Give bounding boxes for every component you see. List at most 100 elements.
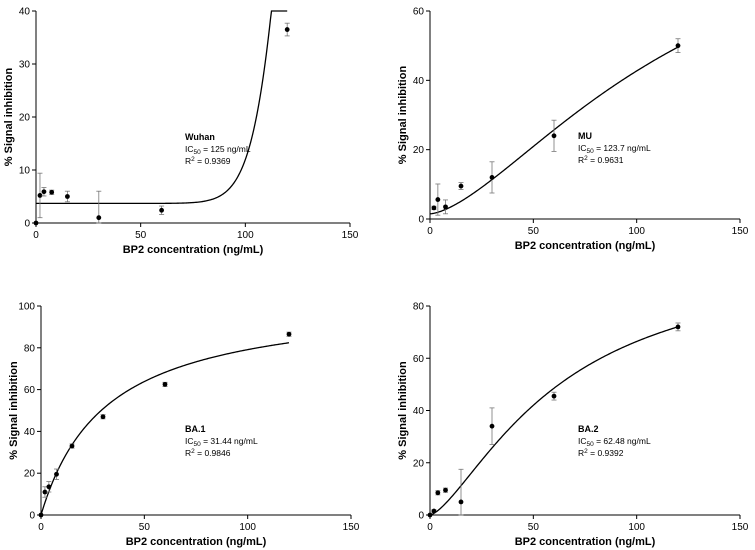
- data-point: [431, 508, 437, 514]
- r2-superscript: 2: [584, 448, 588, 455]
- chart-panel: 0 50 100 150 0 20 40 60 80 100 BP2 concentration (…: [8, 302, 360, 549]
- data-point: [551, 133, 557, 139]
- ic50-prefix: IC: [578, 143, 587, 153]
- data-point: [37, 193, 43, 198]
- x-tick-label: 50: [528, 522, 540, 533]
- ic50-prefix: IC: [578, 436, 587, 446]
- x-axis-label: BP2 concentration (ng/mL): [515, 240, 656, 252]
- ic50-subscript: 50: [194, 441, 202, 448]
- data-point: [162, 381, 168, 387]
- y-axis-label: % Signal inhibition: [397, 361, 409, 460]
- data-point: [431, 205, 437, 211]
- data-point: [435, 197, 441, 202]
- y-tick-label: 0: [29, 511, 35, 522]
- ic50-value: = 123.7 ng/mL: [594, 143, 651, 153]
- r-squared-text: R2 = 0.9631: [578, 155, 624, 165]
- data-point: [46, 484, 52, 490]
- x-axis-label: BP2 concentration (ng/mL): [123, 244, 264, 256]
- r2-superscript: 2: [191, 448, 195, 455]
- x-tick-label: 0: [427, 226, 433, 237]
- ic50-subscript: 50: [587, 441, 595, 448]
- variant-label: BA.1: [185, 424, 206, 434]
- ic50-text: IC50 = 123.7 ng/mL: [578, 143, 651, 155]
- y-tick-label: 40: [24, 427, 36, 438]
- ic50-subscript: 50: [587, 148, 595, 155]
- x-tick-label: 150: [732, 522, 749, 533]
- data-point: [96, 215, 102, 221]
- y-tick-label: 40: [19, 7, 31, 18]
- ic50-text: IC50 = 125 ng/mL: [185, 144, 251, 156]
- data-point: [435, 490, 441, 496]
- x-tick-label: 100: [239, 522, 256, 533]
- data-point: [458, 499, 464, 505]
- ic50-value: = 125 ng/mL: [201, 144, 251, 154]
- y-tick-label: 0: [418, 511, 424, 522]
- data-point: [443, 487, 448, 493]
- y-tick-label: 60: [413, 7, 425, 18]
- y-tick-label: 40: [413, 406, 425, 417]
- ic50-text: IC50 = 31.44 ng/mL: [185, 436, 258, 448]
- data-point: [41, 189, 47, 195]
- y-tick-label: 80: [24, 343, 36, 354]
- data-point: [33, 220, 39, 226]
- x-tick-label: 50: [139, 522, 151, 533]
- x-tick-label: 50: [135, 230, 147, 241]
- y-axis-label: % Signal inhibition: [3, 68, 15, 167]
- r2-prefix: R: [578, 155, 584, 165]
- ic50-value: = 62.48 ng/mL: [594, 436, 651, 446]
- x-tick-label: 100: [237, 230, 254, 241]
- x-tick-label: 50: [528, 226, 540, 237]
- chart-panel: 0 50 100 150 0 20 40 60 80 BP2 concentration (ng/…: [397, 302, 749, 549]
- r2-prefix: R: [185, 448, 191, 458]
- variant-label: Wuhan: [185, 132, 215, 142]
- r2-value: = 0.9369: [195, 156, 231, 166]
- data-point: [54, 471, 59, 477]
- y-tick-label: 20: [413, 145, 425, 156]
- y-tick-label: 40: [413, 76, 425, 87]
- x-tick-label: 100: [628, 226, 645, 237]
- y-tick-label: 80: [413, 302, 425, 313]
- r2-prefix: R: [578, 448, 584, 458]
- data-point: [42, 489, 48, 495]
- x-tick-label: 150: [732, 226, 749, 237]
- y-tick-label: 0: [24, 219, 30, 230]
- x-tick-label: 150: [342, 230, 359, 241]
- ic50-value: = 31.44 ng/mL: [201, 436, 258, 446]
- y-tick-label: 30: [19, 60, 31, 71]
- ic50-prefix: IC: [185, 144, 194, 154]
- x-tick-label: 0: [33, 230, 39, 241]
- x-axis-label: BP2 concentration (ng/mL): [515, 536, 656, 548]
- x-tick-label: 0: [38, 522, 44, 533]
- fit-curve: [429, 326, 679, 516]
- y-tick-label: 20: [413, 458, 425, 469]
- chart-panel: 0 50 100 150 0 20 40 60 BP2 concentration (ng/mL…: [397, 7, 749, 253]
- chart-panel: 0 50 100 150 0 10 20 30 40 BP2 concentration (ng/…: [3, 7, 359, 257]
- y-tick-label: 10: [19, 166, 31, 177]
- r2-superscript: 2: [191, 156, 195, 163]
- data-point: [159, 207, 165, 213]
- data-point: [551, 393, 557, 399]
- y-tick-label: 20: [19, 113, 31, 124]
- variant-label: BA.2: [578, 424, 599, 434]
- r2-prefix: R: [185, 156, 191, 166]
- data-point: [675, 43, 681, 49]
- y-tick-label: 100: [18, 302, 35, 313]
- y-axis-label: % Signal inhibition: [8, 361, 20, 460]
- r2-value: = 0.9392: [588, 448, 624, 458]
- y-axis-label: % Signal inhibition: [397, 66, 409, 165]
- ic50-prefix: IC: [185, 436, 194, 446]
- variant-label: MU: [578, 131, 592, 141]
- x-tick-label: 0: [427, 522, 433, 533]
- r-squared-text: R2 = 0.9369: [185, 156, 231, 166]
- y-tick-label: 60: [24, 385, 36, 396]
- data-point: [100, 414, 106, 420]
- fit-curve: [40, 342, 290, 516]
- r2-superscript: 2: [584, 155, 588, 162]
- r-squared-text: R2 = 0.9846: [185, 448, 231, 458]
- data-point: [286, 331, 292, 337]
- data-point: [489, 175, 495, 180]
- data-point: [458, 183, 464, 189]
- data-point: [69, 443, 75, 449]
- y-tick-label: 0: [418, 215, 424, 226]
